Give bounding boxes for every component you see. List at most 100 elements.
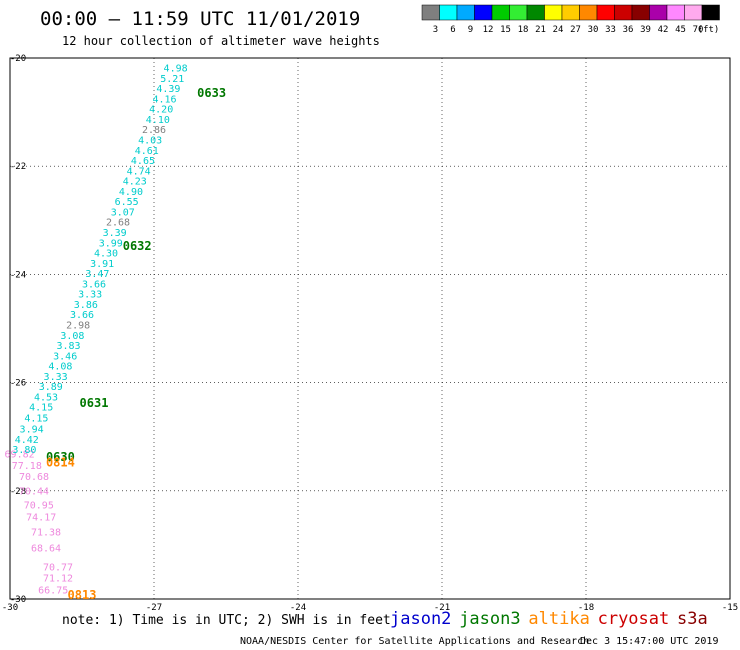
wave-height-value: 4.03 xyxy=(138,135,162,146)
satellite-name: jason3 xyxy=(459,609,520,629)
legend-label: 12 xyxy=(483,25,494,35)
wave-height-value: 70.77 xyxy=(43,562,73,573)
legend-swatch xyxy=(561,4,580,21)
legend-label: 6 xyxy=(450,25,455,35)
wave-height-value: 4.23 xyxy=(123,177,147,188)
x-tick-label: -21 xyxy=(434,603,450,613)
wave-height-value: 4.98 xyxy=(164,64,188,75)
wave-height-value: 3.94 xyxy=(20,424,44,435)
wave-height-value: 3.08 xyxy=(60,331,84,342)
footer-note: note: 1) Time is in UTC; 2) SWH is in fe… xyxy=(62,613,391,628)
satellite-legend: jason2 jason3 altika cryosat s3a xyxy=(390,609,708,629)
legend-label: 3 xyxy=(433,25,438,35)
y-tick-label: -22 xyxy=(10,162,26,172)
x-axis-ticks: -30 -27 -24 -21 -18 -15 xyxy=(2,603,738,613)
satellite-name: jason2 xyxy=(390,609,451,629)
legend-label: 45 xyxy=(675,25,686,35)
legend-swatch xyxy=(666,4,685,21)
legend-label: 42 xyxy=(658,25,669,35)
legend-label: 30 xyxy=(588,25,599,35)
y-tick-label: -24 xyxy=(10,270,26,280)
x-tick-label: -24 xyxy=(290,603,306,613)
wave-height-value: 4.20 xyxy=(149,105,173,116)
wave-height-value: 4.15 xyxy=(24,414,48,425)
wave-height-value: 6.55 xyxy=(115,197,139,208)
legend-label: 70 xyxy=(693,25,704,35)
wave-height-value: 70.44 xyxy=(19,487,49,498)
chart-subtitle: 12 hour collection of altimeter wave hei… xyxy=(62,34,380,48)
legend-swatch xyxy=(421,4,440,21)
footer-credit: NOAA/NESDIS Center for Satellite Applica… xyxy=(240,636,589,647)
wave-height-value: 2.86 xyxy=(142,125,166,136)
legend-swatch xyxy=(631,4,650,21)
wave-height-value: 3.39 xyxy=(103,228,127,239)
legend-label: 21 xyxy=(535,25,546,35)
legend-label: 24 xyxy=(553,25,564,35)
wave-height-value: 3.46 xyxy=(53,351,77,362)
legend-label: 33 xyxy=(605,25,616,35)
legend-swatch xyxy=(456,4,475,21)
wave-height-value: 66.75 xyxy=(38,586,68,597)
legend-unit: (ft) xyxy=(698,25,720,35)
pass-time-label: 0633 xyxy=(197,86,226,100)
wave-height-value: 77.18 xyxy=(12,461,42,472)
wave-height-value: 3.86 xyxy=(74,300,98,311)
legend-label: 15 xyxy=(500,25,511,35)
y-tick-label: -30 xyxy=(10,595,26,605)
y-tick-label: -20 xyxy=(10,54,26,64)
wave-height-value: 70.95 xyxy=(24,501,54,512)
pass-time-label: 0632 xyxy=(123,239,152,253)
legend-swatch xyxy=(701,4,720,21)
satellite-name: s3a xyxy=(677,609,708,629)
wave-height-value: 3.07 xyxy=(111,207,135,218)
wave-height-value: 3.80 xyxy=(12,445,36,456)
y-axis-ticks: -20 -22 -24 -26 -28 -30 xyxy=(10,54,26,605)
wave-height-value: 4.30 xyxy=(94,249,118,260)
wave-height-value: 2.68 xyxy=(106,218,130,229)
wave-height-value: 71.12 xyxy=(43,574,73,585)
legend-swatch xyxy=(439,4,458,21)
wave-height-value: 70.68 xyxy=(19,472,49,483)
legend-swatch xyxy=(684,4,703,21)
legend-label: 36 xyxy=(623,25,634,35)
legend-swatch xyxy=(544,4,563,21)
legend-swatch xyxy=(509,4,528,21)
plot-frame xyxy=(9,57,731,600)
x-tick-label: -27 xyxy=(146,603,162,613)
wave-height-value: 4.16 xyxy=(153,94,177,105)
x-tick-label: -15 xyxy=(722,603,738,613)
legend-label: 9 xyxy=(468,25,473,35)
legend-swatch xyxy=(614,4,633,21)
pass-time-label: 0813 xyxy=(68,588,97,602)
wave-height-value: 2.98 xyxy=(66,321,90,332)
wave-height-value: 4.42 xyxy=(15,435,39,446)
grid-lines xyxy=(10,58,730,599)
footer-timestamp: Dec 3 15:47:00 UTC 2019 xyxy=(580,636,718,647)
legend-label: 39 xyxy=(640,25,651,35)
wave-height-value: 4.08 xyxy=(48,362,72,373)
wave-height-value: 4.10 xyxy=(146,115,170,126)
wave-height-value: 5.21 xyxy=(160,74,184,85)
pass-time-label: 0814 xyxy=(46,455,75,469)
satellite-name: cryosat xyxy=(598,609,670,629)
legend-swatch xyxy=(491,4,510,21)
wave-height-value: 3.89 xyxy=(39,382,63,393)
legend-swatch xyxy=(474,4,493,21)
legend-swatch xyxy=(579,4,598,21)
wave-height-value: 4.53 xyxy=(34,392,58,403)
wave-height-value: 4.65 xyxy=(131,156,155,167)
wave-height-value: 4.15 xyxy=(29,403,53,414)
y-tick-label: -28 xyxy=(10,487,26,497)
color-scale-legend: 3 6 9 12 15 18 21 24 27 30 33 36 39 42 45 70(ft) xyxy=(421,4,720,35)
wave-height-value: 3.66 xyxy=(82,279,106,290)
wave-height-value: 3.47 xyxy=(85,269,109,280)
chart-title: 00:00 – 11:59 UTC 11/01/2019 xyxy=(40,8,360,30)
wave-height-value: 3.33 xyxy=(44,372,68,383)
legend-swatch xyxy=(526,4,545,21)
wave-height-value: 3.83 xyxy=(57,341,81,352)
wave-height-value: 4.74 xyxy=(127,166,151,177)
wave-height-value: 71.38 xyxy=(31,528,61,539)
pass-time-label: 0630 xyxy=(46,450,75,464)
